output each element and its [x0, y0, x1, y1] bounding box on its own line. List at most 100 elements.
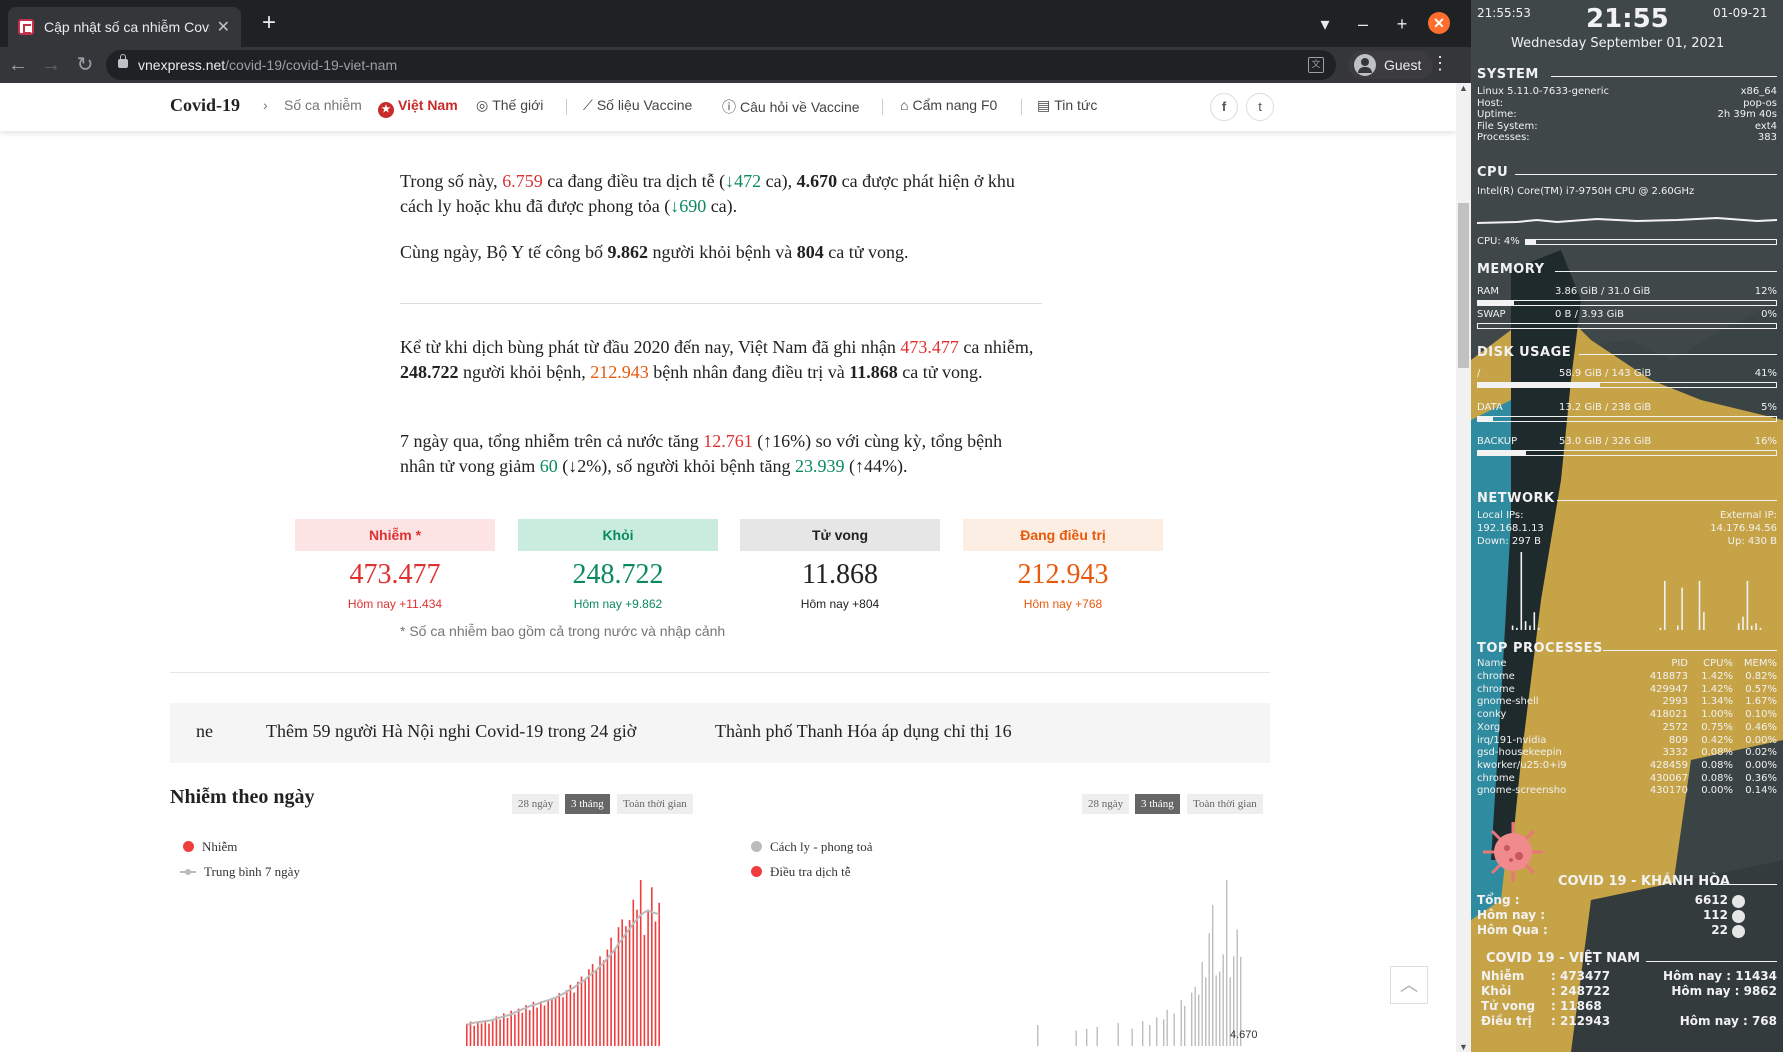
- refresh-icon: [1732, 895, 1745, 908]
- process-row-col: 429947: [1649, 683, 1688, 695]
- profile-button[interactable]: Guest: [1348, 51, 1434, 79]
- daily-case-bar: [528, 1010, 531, 1046]
- nav-item-viet-nam[interactable]: ★ Việt Nam: [378, 97, 458, 118]
- lock-icon[interactable]: [118, 54, 128, 68]
- network-graph-bar: [1742, 616, 1744, 630]
- nav-item-cau-hoi-vaccine[interactable]: ⓘ Câu hỏi về Vaccine: [722, 97, 860, 117]
- section-rule: [1551, 76, 1777, 77]
- quarantine-bar: [1222, 954, 1224, 1046]
- network-graph-bar: [1750, 625, 1753, 630]
- system-value: x86_64: [1740, 86, 1777, 97]
- section-divider: [170, 672, 1270, 673]
- legend-cach-ly[interactable]: Cách ly - phong toả: [751, 839, 873, 855]
- daily-case-bar: [480, 1023, 483, 1046]
- close-window-button[interactable]: ✕: [1428, 12, 1450, 34]
- twitter-icon[interactable]: t: [1246, 93, 1274, 121]
- disk-name: BACKUP: [1477, 436, 1518, 447]
- refresh-icon: [1732, 910, 1745, 923]
- legend-trung-binh[interactable]: Trung bình 7 ngày: [180, 864, 300, 880]
- brand-link[interactable]: Covid-19: [170, 95, 241, 115]
- range-28-days-right[interactable]: 28 ngày: [1082, 794, 1130, 814]
- reload-button[interactable]: ↻: [76, 54, 94, 76]
- back-to-top-button[interactable]: ︿: [1390, 966, 1428, 1004]
- nav-item-tin-tuc[interactable]: ▤ Tin tức: [1037, 97, 1097, 114]
- nav-item-so-lieu-vaccine[interactable]: ⟋ Số liệu Vaccine: [583, 97, 692, 114]
- tab-search-icon[interactable]: ▾: [1320, 14, 1330, 34]
- quarantine-bar: [1191, 992, 1193, 1046]
- covid-vn-label: Tử vong: [1481, 999, 1536, 1013]
- process-row-col: 2572: [1662, 721, 1688, 733]
- url-text[interactable]: vnexpress.net/covid-19/covid-19-viet-nam: [138, 57, 397, 73]
- stat-today: Hôm nay +11.434: [347, 597, 443, 611]
- browser-menu-icon[interactable]: ⋮: [1431, 53, 1449, 73]
- ticker-item[interactable]: Thành phố Thanh Hóa áp dụng chỉ thị 16: [715, 721, 1012, 741]
- article-paragraph: Cùng ngày, Bộ Y tế công bố 9.862 người k…: [400, 242, 909, 262]
- network-heading: NETWORK: [1477, 491, 1555, 506]
- daily-case-bar: [514, 1014, 516, 1046]
- process-row-col: 0.00%: [1701, 785, 1733, 797]
- forward-button[interactable]: →: [41, 54, 61, 76]
- daily-case-bar: [639, 880, 642, 1046]
- system-value: pop-os: [1743, 97, 1777, 109]
- nav-item-so-ca-nhiem[interactable]: Số ca nhiễm: [284, 97, 362, 113]
- covid-vn-heading: COVID 19 - VIỆT NAM: [1486, 951, 1641, 966]
- globe-icon: ◎: [476, 97, 489, 113]
- translate-icon[interactable]: 文: [1308, 57, 1324, 73]
- system-key: Uptime:: [1477, 109, 1517, 120]
- process-row-col: 0.75%: [1701, 721, 1733, 733]
- process-row-col: 0.14%: [1745, 785, 1777, 797]
- legend-dot-icon: [751, 841, 762, 852]
- range-28-days-left[interactable]: 28 ngày: [512, 794, 560, 814]
- daily-case-bar: [632, 899, 635, 1046]
- ticker-item[interactable]: ne: [196, 721, 213, 741]
- url-domain: vnexpress.net: [138, 57, 226, 73]
- quarantine-bar: [1208, 933, 1210, 1046]
- range-all-time-left[interactable]: Toàn thời gian: [617, 794, 693, 814]
- network-graph-bar: [1520, 552, 1523, 630]
- stat-value: 248.722: [572, 559, 664, 590]
- facebook-icon[interactable]: f: [1210, 93, 1238, 121]
- scroll-down-icon[interactable]: ▼: [1459, 1042, 1468, 1052]
- process-row-name: Xorg: [1477, 721, 1501, 733]
- minimize-button[interactable]: –: [1357, 14, 1368, 34]
- scroll-up-icon[interactable]: ▲: [1459, 83, 1468, 93]
- nav-item-the-gioi[interactable]: ◎ Thế giới: [476, 97, 543, 114]
- conky-date-long: Wednesday September 01, 2021: [1511, 36, 1725, 51]
- section-rule: [1579, 354, 1777, 355]
- vnexpress-favicon-icon: [18, 19, 34, 35]
- new-tab-button[interactable]: +: [261, 9, 276, 36]
- daily-case-bar: [651, 887, 653, 1046]
- process-row-col: 0.36%: [1745, 772, 1777, 784]
- system-key: Host:: [1477, 97, 1504, 109]
- house-icon: ⌂: [900, 97, 909, 113]
- legend-nhiem[interactable]: Nhiễm: [183, 839, 237, 855]
- quarantine-bar: [1219, 971, 1221, 1046]
- maximize-button[interactable]: +: [1396, 14, 1408, 34]
- process-header-col: PID: [1671, 658, 1688, 669]
- page-scrollbar[interactable]: ▲ ▼: [1456, 83, 1471, 1052]
- stat-label: Tử vong: [740, 519, 940, 551]
- covid-kh-label: Hôm nay :: [1477, 908, 1546, 922]
- daily-case-bar: [614, 948, 616, 1046]
- question-icon: ⓘ: [722, 99, 736, 115]
- daily-case-bar: [628, 919, 631, 1046]
- scrollbar-thumb[interactable]: [1458, 203, 1469, 368]
- range-3-months-left[interactable]: 3 tháng: [565, 794, 610, 814]
- range-3-months-right[interactable]: 3 tháng: [1135, 794, 1180, 814]
- range-all-time-right[interactable]: Toàn thời gian: [1187, 794, 1263, 814]
- close-tab-icon[interactable]: ✕: [216, 19, 230, 36]
- ticker-item[interactable]: Thêm 59 người Hà Nội nghi Covid-19 trong…: [266, 721, 637, 741]
- nav-chevron-icon: ›: [263, 97, 268, 113]
- process-row-col: 0.08%: [1701, 772, 1733, 784]
- quarantine-bar: [1149, 1025, 1151, 1046]
- back-button[interactable]: ←: [8, 54, 28, 76]
- stat-today: Hôm nay +9.862: [573, 597, 663, 611]
- process-row-col: 1.42%: [1701, 671, 1733, 682]
- daily-case-bar: [562, 997, 564, 1046]
- stat-label: Nhiễm *: [295, 519, 495, 551]
- cpu-heading: CPU: [1477, 165, 1509, 180]
- browser-tab[interactable]: Cập nhật số ca nhiễm Covid-1 ✕: [8, 7, 241, 47]
- legend-dieu-tra[interactable]: Điều tra dịch tễ: [751, 864, 851, 880]
- nav-item-cam-nang-f0[interactable]: ⌂ Cẩm nang F0: [900, 97, 997, 113]
- address-bar[interactable]: vnexpress.net/covid-19/covid-19-viet-nam…: [106, 50, 1336, 80]
